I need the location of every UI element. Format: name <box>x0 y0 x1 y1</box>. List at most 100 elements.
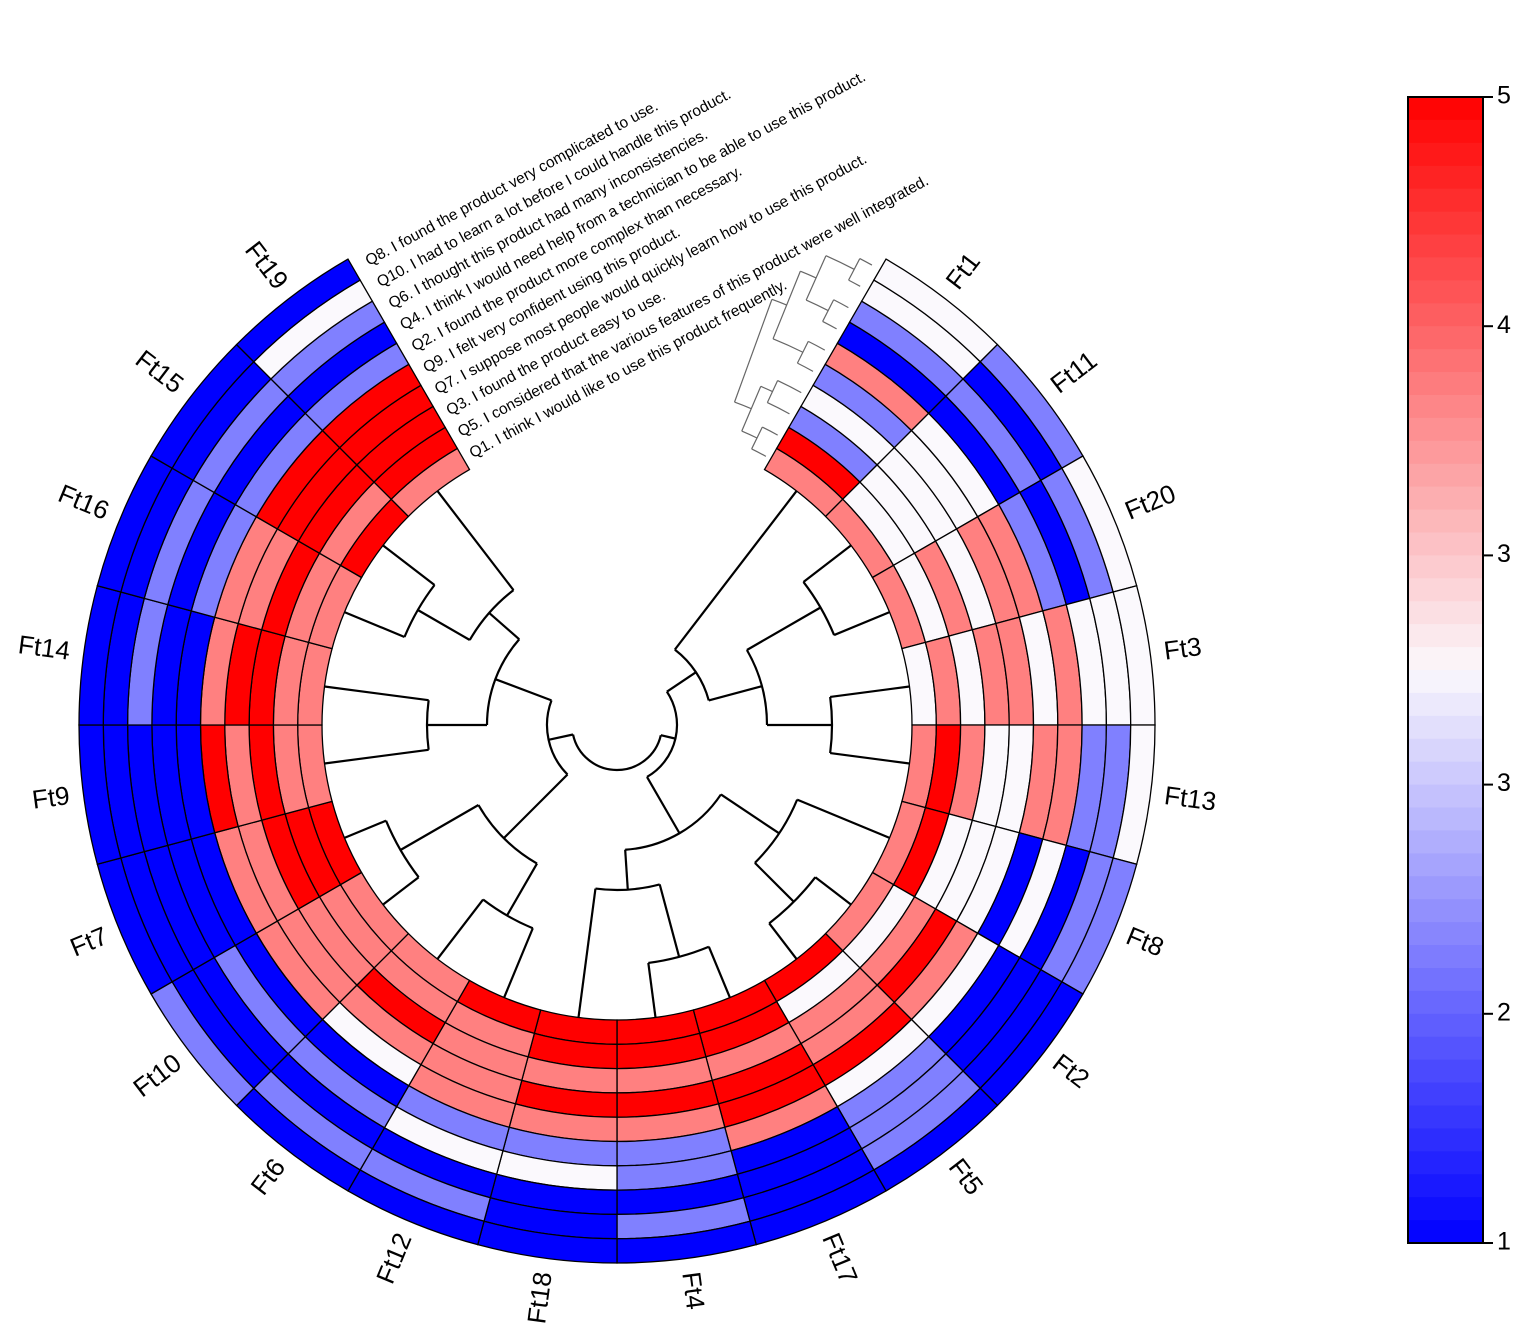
question-dendrogram-branch <box>822 320 837 330</box>
dendrogram-branch <box>660 734 676 740</box>
dendrogram-branch <box>324 748 429 765</box>
question-dendrogram-link <box>751 426 763 450</box>
colorbar-step <box>1408 876 1483 900</box>
dendrogram-branch <box>830 751 910 765</box>
question-dendrogram-branch <box>771 298 787 306</box>
feature-label: Ft19 <box>239 235 294 295</box>
feature-label: Ft16 <box>54 478 114 526</box>
colorbar-step <box>1408 372 1483 396</box>
question-dendrogram-link <box>805 255 827 301</box>
dendrogram-arc <box>745 649 769 726</box>
colorbar-step <box>1408 349 1483 373</box>
colorbar-step <box>1408 1197 1483 1221</box>
colorbar-step <box>1408 578 1483 602</box>
dendrogram-branch <box>436 898 484 960</box>
colorbar-step <box>1408 1059 1483 1084</box>
question-dendrogram-branch <box>848 279 861 287</box>
feature-label: Ft2 <box>1047 1047 1095 1094</box>
question-dendrogram <box>733 255 873 457</box>
dendrogram-branch <box>417 609 471 641</box>
colorbar-step <box>1408 670 1483 694</box>
colorbar-step <box>1408 211 1483 236</box>
colorbar-step <box>1408 280 1483 304</box>
dendrogram-branch <box>802 544 852 583</box>
colorbar-step <box>1408 555 1483 579</box>
colorbar-step <box>1408 119 1483 144</box>
feature-label: Ft6 <box>245 1153 292 1201</box>
colorbar-step <box>1408 1036 1483 1061</box>
feature-label: Ft12 <box>370 1228 418 1288</box>
dendrogram-branch <box>503 927 534 998</box>
dendrogram-branch <box>624 849 629 890</box>
colorbar-step <box>1408 990 1483 1015</box>
dendrogram-branch <box>577 888 597 1018</box>
colorbar-step <box>1408 1105 1483 1129</box>
dendrogram-branch <box>673 490 798 651</box>
question-dendrogram-link <box>822 299 835 322</box>
dendrogram-branch <box>833 611 890 637</box>
dendrogram-branch <box>488 612 520 641</box>
dendrogram-branch <box>647 962 657 1018</box>
colorbar-step <box>1408 601 1483 625</box>
colorbar-tick-label: 3 <box>1497 540 1511 568</box>
colorbar-step <box>1408 257 1483 281</box>
dendrogram-branch <box>814 876 852 906</box>
colorbar-step <box>1408 830 1483 854</box>
dendrogram-branch <box>658 884 681 958</box>
dendrogram-branch <box>707 946 731 998</box>
dendrogram-branch <box>344 819 387 839</box>
question-dendrogram-branch <box>833 299 849 309</box>
feature-label: Ft4 <box>676 1270 711 1311</box>
question-dendrogram-branch <box>800 270 817 279</box>
colorbar-step <box>1408 188 1483 213</box>
question-dendrogram-link <box>733 299 773 403</box>
dendrogram-branch <box>796 798 890 839</box>
colorbar-step <box>1408 1220 1483 1244</box>
question-dendrogram-branch <box>777 380 802 394</box>
colorbar-step <box>1408 97 1483 121</box>
dendrogram-branch <box>754 862 795 903</box>
colorbar-step <box>1408 394 1483 419</box>
heatmap-cells <box>78 258 1156 1264</box>
question-dendrogram-branch <box>825 255 855 270</box>
dendrogram-branch <box>344 611 405 638</box>
question-dendrogram-link <box>796 341 809 364</box>
question-dendrogram-branch <box>741 430 758 439</box>
dendrogram-branch <box>548 733 574 741</box>
dendrogram-branch <box>708 685 763 702</box>
colorbar-step <box>1408 234 1483 259</box>
colorbar-step <box>1408 1128 1483 1152</box>
colorbar-step <box>1408 1174 1483 1198</box>
colorbar-tick-label: 4 <box>1497 311 1511 339</box>
question-dendrogram-branch <box>772 338 804 353</box>
colorbar-step <box>1408 899 1483 923</box>
feature-label: Ft15 <box>130 344 190 399</box>
question-dendrogram-branch <box>859 258 873 266</box>
feature-label: Ft13 <box>1163 780 1219 817</box>
colorbar-step <box>1408 440 1483 465</box>
colorbar-step <box>1408 486 1483 511</box>
colorbar-step <box>1408 738 1483 763</box>
colorbar-step <box>1408 945 1483 969</box>
colorbar-step <box>1408 463 1483 488</box>
question-dendrogram-branch <box>797 362 814 372</box>
dendrogram-branch <box>503 773 569 839</box>
colorbar-step <box>1408 692 1483 717</box>
colorbar-step <box>1408 624 1483 648</box>
feature-dendrogram <box>324 490 910 1018</box>
colorbar-step <box>1408 647 1483 671</box>
dendrogram-branch <box>382 544 436 586</box>
dendrogram-branch <box>720 793 780 835</box>
dendrogram-arc <box>646 691 679 778</box>
dendrogram-branch <box>746 606 822 651</box>
question-dendrogram-branch <box>751 448 767 457</box>
dendrogram-branch <box>382 876 420 906</box>
colorbar-tick-label: 3 <box>1497 769 1511 797</box>
colorbar-step <box>1408 784 1483 809</box>
colorbar-frame <box>1407 96 1484 1244</box>
question-dendrogram-branch <box>760 385 773 393</box>
question-dendrogram-branch <box>807 340 826 351</box>
question-dendrogram-link <box>741 386 762 432</box>
colorbar-step <box>1408 1013 1483 1038</box>
